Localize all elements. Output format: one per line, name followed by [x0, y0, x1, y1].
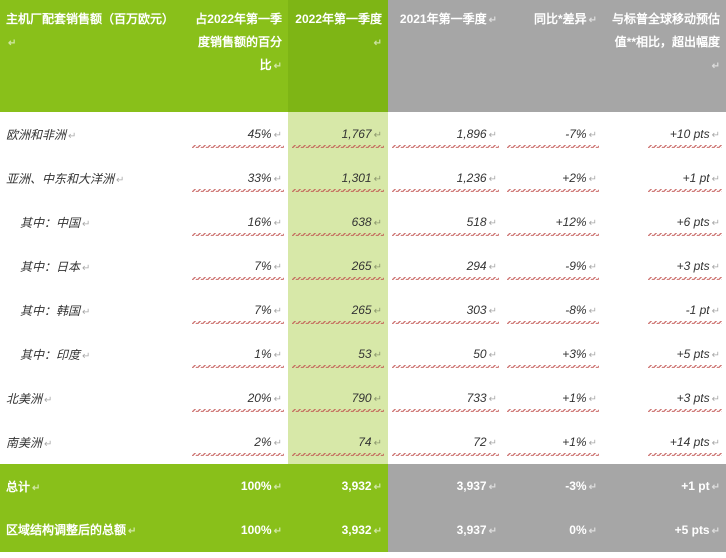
- cell-2022: 3,932: [288, 464, 388, 508]
- cell-region: 亚洲、中东和大洋洲: [0, 156, 188, 200]
- cell-2022: 3,932: [288, 508, 388, 552]
- cell-diff: -9%: [503, 244, 603, 288]
- cell-diff: -7%: [503, 112, 603, 156]
- cell-pts: +5 pts: [603, 508, 726, 552]
- cell-pct: 16%: [188, 200, 288, 244]
- cell-diff: +12%: [503, 200, 603, 244]
- cell-2021: 3,937: [388, 508, 503, 552]
- cell-2022: 74: [288, 420, 388, 464]
- cell-2021: 303: [388, 288, 503, 332]
- col-region: 主机厂配套销售额（百万欧元）: [0, 0, 188, 112]
- cell-2021: 733: [388, 376, 503, 420]
- cell-diff: +1%: [503, 376, 603, 420]
- cell-pct: 33%: [188, 156, 288, 200]
- col-pts: 与标普全球移动预估值**相比，超出幅度: [603, 0, 726, 112]
- cell-pct: 100%: [188, 464, 288, 508]
- cell-pct: 7%: [188, 244, 288, 288]
- cell-pts: +3 pts: [603, 376, 726, 420]
- cell-diff: 0%: [503, 508, 603, 552]
- cell-2022: 790: [288, 376, 388, 420]
- table-row: 其中：韩国7%265303-8%-1 pt: [0, 288, 726, 332]
- cell-2021: 1,236: [388, 156, 503, 200]
- cell-region: 其中：中国: [0, 200, 188, 244]
- table-row: 南美洲2%7472+1%+14 pts: [0, 420, 726, 464]
- col-pct: 占2022年第一季度销售额的百分比: [188, 0, 288, 112]
- totals-adjusted-row: 区域结构调整后的总额100%3,9323,9370%+5 pts: [0, 508, 726, 552]
- cell-2022: 1,301: [288, 156, 388, 200]
- cell-2022: 638: [288, 200, 388, 244]
- col-2021: 2021年第一季度: [388, 0, 503, 112]
- sales-table: 主机厂配套销售额（百万欧元） 占2022年第一季度销售额的百分比 2022年第一…: [0, 0, 726, 552]
- cell-region: 其中：韩国: [0, 288, 188, 332]
- cell-pct: 1%: [188, 332, 288, 376]
- col-2022: 2022年第一季度: [288, 0, 388, 112]
- cell-diff: +3%: [503, 332, 603, 376]
- totals-row: 总计100%3,9323,937-3%+1 pt: [0, 464, 726, 508]
- cell-pct: 20%: [188, 376, 288, 420]
- cell-pts: +5 pts: [603, 332, 726, 376]
- cell-region: 区域结构调整后的总额: [0, 508, 188, 552]
- cell-pct: 45%: [188, 112, 288, 156]
- header-row: 主机厂配套销售额（百万欧元） 占2022年第一季度销售额的百分比 2022年第一…: [0, 0, 726, 112]
- cell-region: 欧洲和非洲: [0, 112, 188, 156]
- cell-diff: -3%: [503, 464, 603, 508]
- cell-pts: +3 pts: [603, 244, 726, 288]
- cell-pct: 2%: [188, 420, 288, 464]
- cell-region: 其中：印度: [0, 332, 188, 376]
- cell-pts: +14 pts: [603, 420, 726, 464]
- cell-region: 其中：日本: [0, 244, 188, 288]
- cell-2021: 294: [388, 244, 503, 288]
- cell-diff: -8%: [503, 288, 603, 332]
- cell-2021: 72: [388, 420, 503, 464]
- table-row: 其中：印度1%5350+3%+5 pts: [0, 332, 726, 376]
- cell-2021: 518: [388, 200, 503, 244]
- table-row: 其中：中国16%638518+12%+6 pts: [0, 200, 726, 244]
- cell-region: 总计: [0, 464, 188, 508]
- cell-pts: +1 pt: [603, 156, 726, 200]
- cell-diff: +2%: [503, 156, 603, 200]
- cell-pct: 7%: [188, 288, 288, 332]
- table-row: 亚洲、中东和大洋洲33%1,3011,236+2%+1 pt: [0, 156, 726, 200]
- cell-diff: +1%: [503, 420, 603, 464]
- cell-pts: -1 pt: [603, 288, 726, 332]
- cell-2022: 53: [288, 332, 388, 376]
- cell-2021: 50: [388, 332, 503, 376]
- table-row: 其中：日本7%265294-9%+3 pts: [0, 244, 726, 288]
- cell-pts: +10 pts: [603, 112, 726, 156]
- cell-2022: 265: [288, 288, 388, 332]
- table-row: 北美洲20%790733+1%+3 pts: [0, 376, 726, 420]
- cell-2022: 265: [288, 244, 388, 288]
- cell-2022: 1,767: [288, 112, 388, 156]
- cell-region: 北美洲: [0, 376, 188, 420]
- cell-region: 南美洲: [0, 420, 188, 464]
- cell-pts: +1 pt: [603, 464, 726, 508]
- cell-pct: 100%: [188, 508, 288, 552]
- cell-2021: 3,937: [388, 464, 503, 508]
- cell-2021: 1,896: [388, 112, 503, 156]
- col-diff: 同比*差异: [503, 0, 603, 112]
- table-row: 欧洲和非洲45%1,7671,896-7%+10 pts: [0, 112, 726, 156]
- cell-pts: +6 pts: [603, 200, 726, 244]
